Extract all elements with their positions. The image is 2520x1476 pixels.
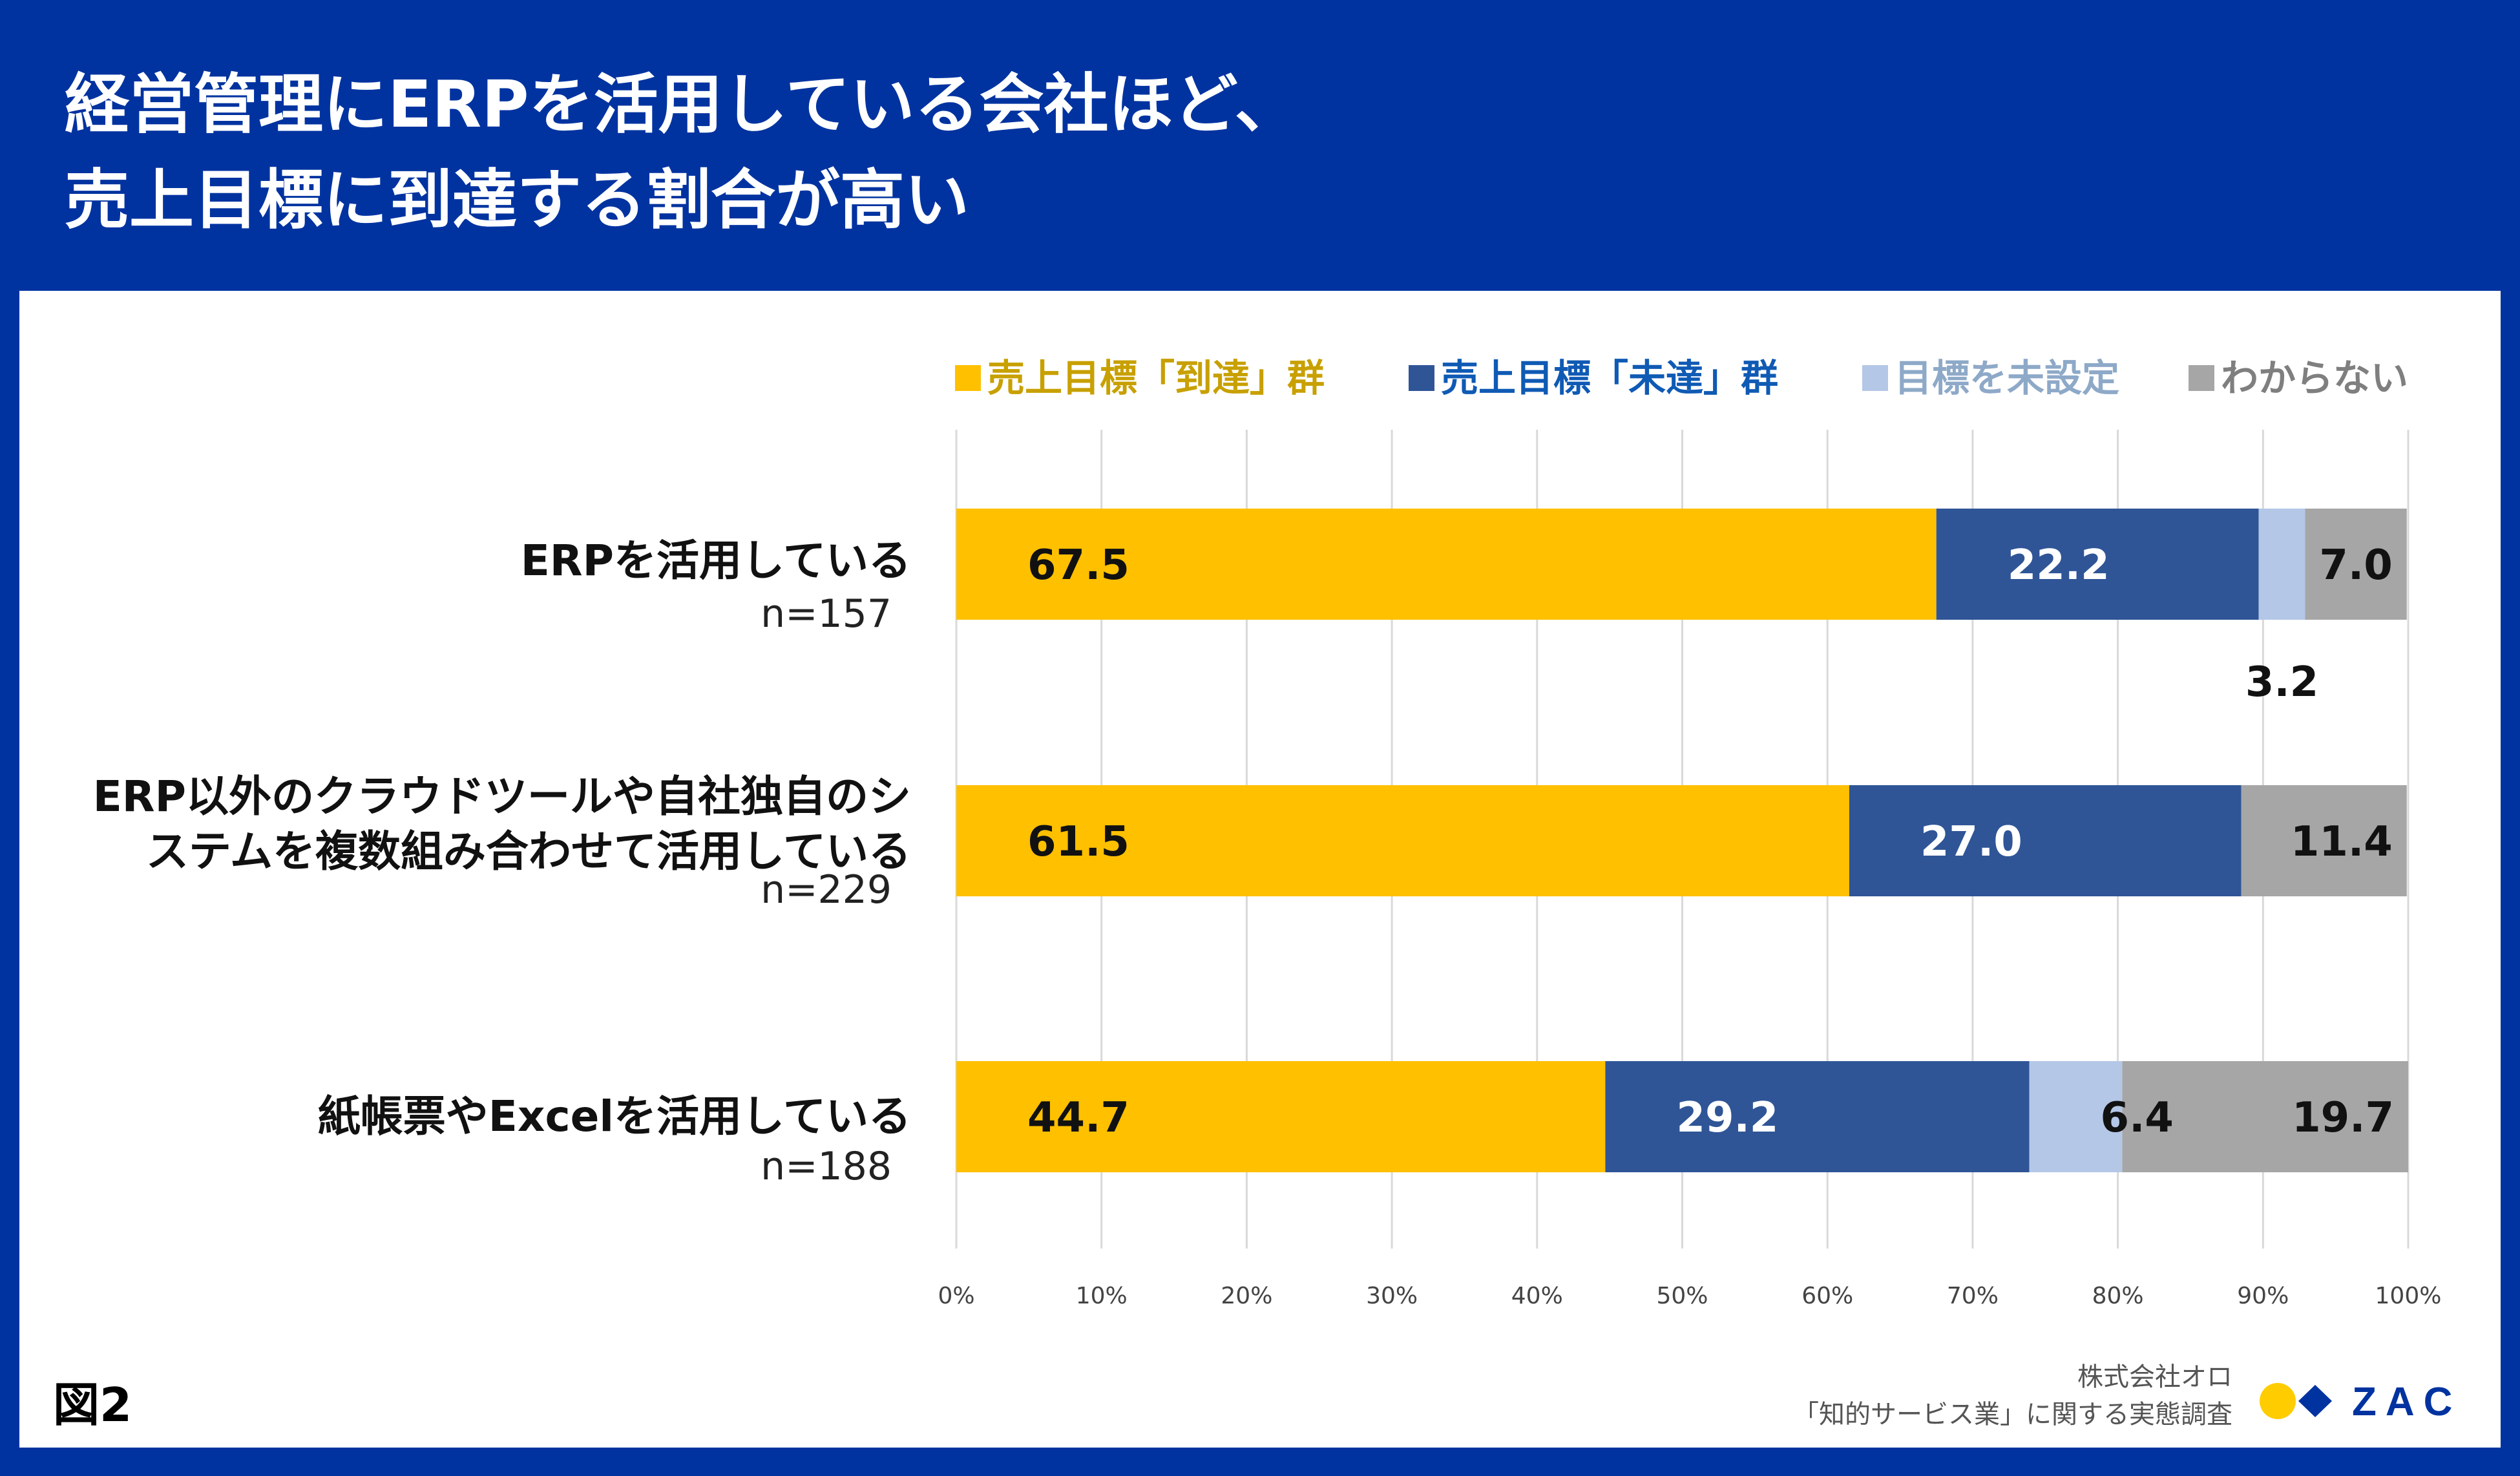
- source-credit: 株式会社オロ 「知的サービス業」に関する実態調査: [1793, 1358, 2232, 1433]
- bar-segment: [2029, 1061, 2123, 1172]
- data-label: 22.2: [2008, 542, 2110, 589]
- x-tick-label: 10%: [1076, 1283, 1128, 1309]
- x-tick-label: 30%: [1366, 1283, 1418, 1309]
- legend-swatch: [2189, 365, 2214, 391]
- data-label: 67.5: [1027, 542, 1129, 589]
- legend-swatch: [1862, 365, 1888, 391]
- value-labels: 67.5 22.2 3.2 7.0 61.5 27.0 11.4 44.7 29.2 6.4 19.…: [1027, 542, 2394, 1142]
- category-label: ステムを複数組み合わせて活用している: [146, 827, 911, 876]
- legend-label: 目標を未設定: [1895, 356, 2119, 400]
- data-label: 3.2: [2245, 659, 2318, 706]
- logo-text: ZAC: [2352, 1380, 2461, 1424]
- category-label: ERP以外のクラウドツールや自社独自のシ: [93, 772, 911, 821]
- sample-size-label: n=229: [761, 867, 892, 912]
- source-survey: 「知的サービス業」に関する実態調査: [1793, 1400, 2232, 1429]
- category-label: ERPを活用している: [521, 536, 911, 585]
- bar-segment: [956, 785, 1849, 896]
- bar-segment: [956, 1061, 1606, 1172]
- bar-segment: [1849, 785, 2242, 896]
- x-tick-label: 40%: [1511, 1283, 1563, 1309]
- x-tick-label: 50%: [1656, 1283, 1708, 1309]
- category-label: 紙帳票やExcelを活用している: [318, 1091, 911, 1141]
- bar-segment: [2122, 1061, 2408, 1172]
- category-labels: ERPを活用している n=157 ERP以外のクラウドツールや自社独自のシステムを複…: [93, 536, 911, 1189]
- x-axis-ticks: 0% 10% 20% 30% 40% 50% 60% 70% 80% 90% 100%: [938, 1283, 2441, 1309]
- legend-label: 売上目標「到達」群: [987, 356, 1325, 400]
- data-label: 29.2: [1676, 1094, 1778, 1142]
- data-label: 6.4: [2101, 1094, 2174, 1142]
- sample-size-label: n=157: [761, 591, 892, 637]
- data-label: 11.4: [2291, 818, 2393, 866]
- x-tick-label: 0%: [938, 1283, 974, 1309]
- data-label: 27.0: [1920, 818, 2022, 866]
- x-tick-label: 80%: [2092, 1283, 2144, 1309]
- bar-segment: [2241, 785, 2407, 896]
- legend-swatch: [955, 365, 981, 391]
- data-label: 61.5: [1027, 818, 1129, 866]
- zac-logo: ZAC: [2260, 1380, 2461, 1424]
- x-tick-label: 20%: [1221, 1283, 1272, 1309]
- x-tick-label: 70%: [1947, 1283, 1999, 1309]
- bar-segment: [1605, 1061, 2030, 1172]
- legend-label: 売上目標「未達」群: [1441, 356, 1778, 400]
- data-label: 44.7: [1027, 1094, 1129, 1142]
- bar-segment: [2305, 509, 2407, 620]
- logo-dot-yellow: [2260, 1383, 2296, 1419]
- sample-size-label: n=188: [761, 1144, 892, 1189]
- bar-segment: [1936, 509, 2259, 620]
- x-tick-label: 100%: [2375, 1283, 2442, 1309]
- x-tick-label: 90%: [2237, 1283, 2289, 1309]
- bars: [956, 509, 2408, 1172]
- x-tick-label: 60%: [1801, 1283, 1853, 1309]
- legend: 売上目標「到達」群 売上目標「未達」群 目標を未設定 わからない: [955, 356, 2408, 400]
- source-company: 株式会社オロ: [2077, 1362, 2232, 1392]
- legend-swatch: [1409, 365, 1434, 391]
- data-label: 19.7: [2292, 1094, 2394, 1142]
- logo-dot-blue: [2298, 1385, 2332, 1417]
- bar-segment: [2258, 509, 2305, 620]
- bar-segment: [956, 509, 1937, 620]
- figure-label: 図2: [53, 1378, 132, 1432]
- legend-label: わからない: [2221, 356, 2408, 400]
- data-label: 7.0: [2319, 542, 2392, 589]
- title-line-2: 売上目標に到達する割合が高い: [65, 162, 969, 238]
- title-line-1: 経営管理にERPを活用している会社ほど、: [65, 67, 1299, 142]
- page-title: 経営管理にERPを活用している会社ほど、 売上目標に到達する割合が高い: [65, 57, 1299, 248]
